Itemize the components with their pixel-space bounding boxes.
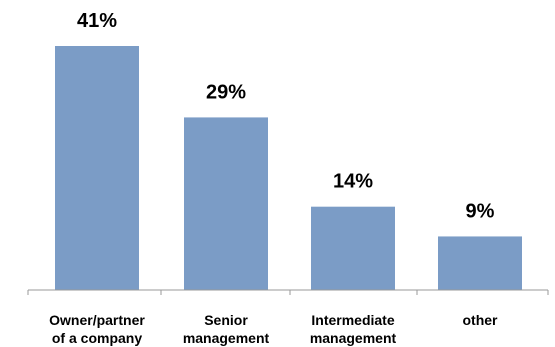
x-axis <box>27 289 549 295</box>
category-label-line: other <box>463 312 499 328</box>
category-label-3: other <box>463 312 499 328</box>
bar-1 <box>184 117 268 290</box>
category-label-line: Intermediate <box>311 312 394 328</box>
value-label-3: 9% <box>466 200 495 222</box>
value-label-0: 41% <box>77 10 117 32</box>
category-label-line: Senior <box>204 312 248 328</box>
bar-2 <box>311 206 395 290</box>
bars-group <box>55 46 522 290</box>
value-label-2: 14% <box>333 171 373 193</box>
category-label-line: of a company <box>52 330 142 346</box>
category-labels-group: Owner/partner of a company Senior managemen… <box>49 312 498 346</box>
category-label-1: Senior management <box>183 312 270 346</box>
category-label-2: Intermediate management <box>310 312 397 346</box>
category-label-line: management <box>310 330 397 346</box>
bar-3 <box>438 236 522 290</box>
category-label-line: Owner/partner <box>49 312 145 328</box>
bar-0 <box>55 46 139 290</box>
category-label-line: management <box>183 330 270 346</box>
category-label-0: Owner/partner of a company <box>49 312 145 346</box>
value-labels-group: 41% 29% 14% 9% <box>77 10 495 222</box>
value-label-1: 29% <box>206 81 246 103</box>
